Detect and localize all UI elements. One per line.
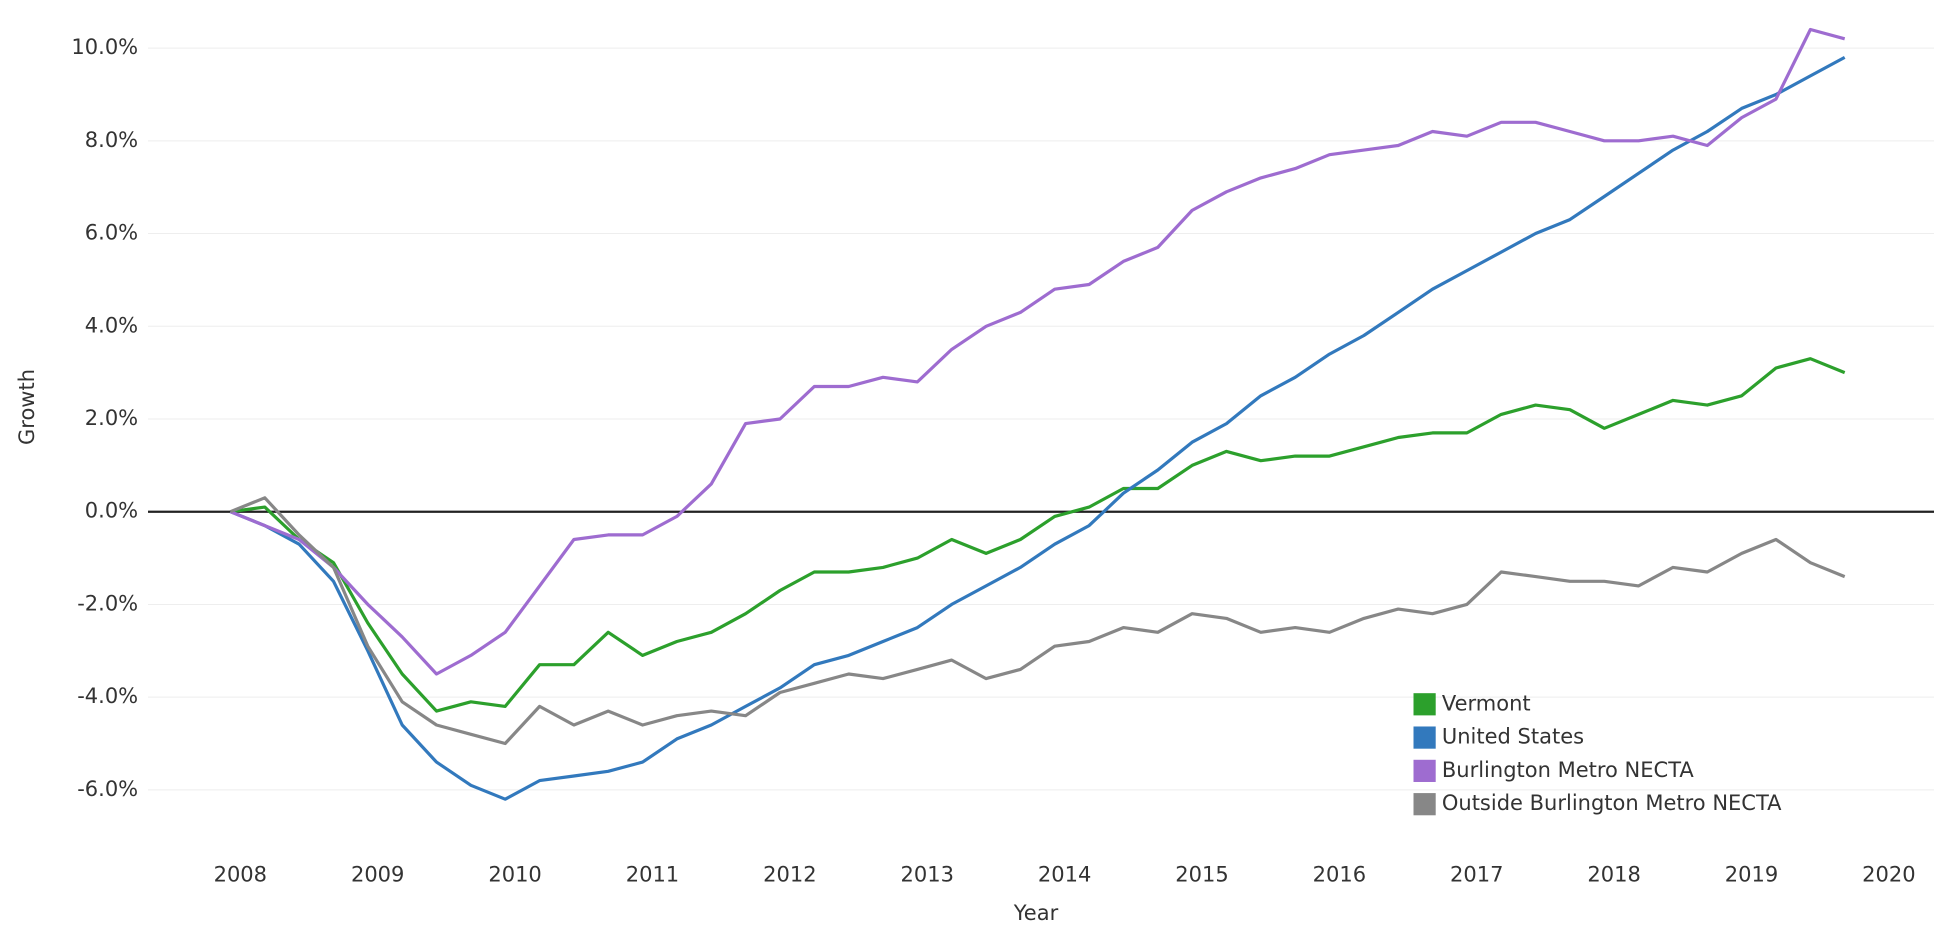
legend-swatch: [1413, 793, 1436, 816]
legend-label: Vermont: [1442, 691, 1531, 715]
series-line: [229, 27, 1846, 676]
x-tick-label: 2010: [488, 863, 541, 887]
y-tick-label: -6.0%: [77, 777, 138, 801]
x-tick-label: 2015: [1175, 863, 1228, 887]
y-tick-label: 4.0%: [85, 313, 138, 337]
y-tick-label: -4.0%: [77, 684, 138, 708]
x-tick-label: 2018: [1587, 863, 1640, 887]
y-tick-label: -2.0%: [77, 591, 138, 615]
y-tick-label: 10.0%: [71, 35, 138, 59]
x-tick-label: 2016: [1313, 863, 1366, 887]
legend-label: Burlington Metro NECTA: [1442, 758, 1695, 782]
series-line: [230, 357, 1846, 713]
series-line: [229, 496, 1846, 746]
x-tick-label: 2017: [1450, 863, 1503, 887]
x-tick-label: 2008: [214, 863, 267, 887]
legend-swatch: [1413, 759, 1436, 782]
series-line: [229, 55, 1846, 801]
legend-swatch: [1413, 693, 1436, 716]
y-axis-label: Growth: [15, 369, 39, 445]
y-tick-label: 2.0%: [85, 406, 138, 430]
y-tick-label: 0.0%: [85, 499, 138, 523]
x-tick-label: 2012: [763, 863, 816, 887]
y-tick-label: 6.0%: [85, 221, 138, 245]
legend-label: United States: [1442, 725, 1584, 749]
x-tick-label: 2014: [1038, 863, 1091, 887]
y-tick-label: 8.0%: [85, 128, 138, 152]
x-tick-label: 2009: [351, 863, 404, 887]
x-tick-label: 2019: [1725, 863, 1778, 887]
x-axis-label: Year: [1013, 901, 1059, 925]
x-tick-label: 2011: [626, 863, 679, 887]
x-tick-label: 2020: [1862, 863, 1915, 887]
x-tick-label: 2013: [901, 863, 954, 887]
legend-swatch: [1413, 726, 1436, 749]
legend-label: Outside Burlington Metro NECTA: [1442, 791, 1782, 815]
